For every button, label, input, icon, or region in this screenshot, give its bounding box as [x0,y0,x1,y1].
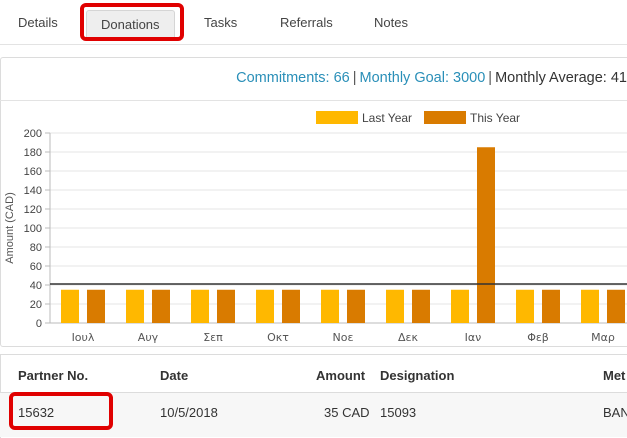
y-tick-label: 80 [30,242,42,254]
bar-this-year[interactable] [607,289,625,323]
tab-bar: Details Donations Tasks Referrals Notes [0,0,627,45]
bar-this-year[interactable] [347,289,365,323]
bar-this-year[interactable] [282,289,300,323]
x-tick-label: Φεβ [527,331,549,344]
tab-donations[interactable]: Donations [86,10,175,39]
summary-separator: | [488,70,493,86]
x-tick-label: Οκτ [267,331,289,344]
x-tick-label: Ιαν [465,331,482,344]
bar-last-year[interactable] [581,289,599,323]
bar-last-year[interactable] [61,289,79,323]
header-partner-no[interactable]: Partner No. [18,368,89,383]
y-tick-label: 20 [30,299,42,311]
cell-designation: 15093 [380,405,417,420]
bar-this-year[interactable] [217,289,235,323]
cell-method: BAN [603,405,627,420]
bar-this-year[interactable] [542,289,560,323]
y-tick-label: 180 [24,147,42,159]
header-amount[interactable]: Amount [316,368,366,383]
cell-amount: 35 CAD [324,405,370,420]
summary-separator: | [352,70,357,86]
y-tick-label: 140 [24,185,42,197]
commitments-text: Commitments: 66 [236,70,350,86]
x-tick-label: Αυγ [138,331,159,344]
y-tick-label: 160 [24,166,42,178]
bar-last-year[interactable] [126,289,144,323]
monthly-goal-text: Monthly Goal: 3000 [359,70,486,86]
y-tick-label: 0 [36,318,42,330]
bar-last-year[interactable] [256,289,274,323]
x-tick-label: Σεπ [203,331,223,344]
y-tick-label: 60 [30,261,42,273]
legend-swatch-this-year[interactable] [424,111,466,124]
y-tick-label: 100 [24,223,42,235]
table-row[interactable] [0,393,627,437]
x-tick-label: Μαρ [591,331,615,344]
tab-referrals[interactable]: Referrals [280,15,333,30]
header-method[interactable]: Met [603,368,626,383]
tab-tasks[interactable]: Tasks [204,15,238,30]
cell-partner-no: 15632 [18,405,55,420]
bar-this-year[interactable] [477,147,495,323]
bar-this-year[interactable] [412,289,430,323]
bar-last-year[interactable] [451,289,469,323]
donations-panel [0,57,627,347]
tab-details[interactable]: Details [18,15,58,30]
x-tick-label: Νοε [333,331,354,344]
y-tick-label: 40 [30,280,42,292]
bar-this-year[interactable] [152,289,170,323]
bar-last-year[interactable] [516,289,534,323]
y-tick-label: 120 [24,204,42,216]
tab-notes[interactable]: Notes [374,15,408,30]
header-date[interactable]: Date [160,368,189,383]
legend-label-last-year[interactable]: Last Year [362,111,412,125]
bar-last-year[interactable] [321,289,339,323]
cell-date: 10/5/2018 [160,405,218,420]
y-axis-label: Amount (CAD) [4,192,16,264]
legend-label-this-year[interactable]: This Year [470,111,520,125]
bar-last-year[interactable] [191,289,209,323]
monthly-average-text: Monthly Average: 41 [495,70,627,86]
donations-chart: 0 20 40 60 80 100 120 140 160 180 200 Amount (CAD) Ι… [4,111,627,344]
x-tick-label: Δεκ [398,331,418,344]
bar-this-year[interactable] [87,289,105,323]
y-tick-label: 200 [24,128,42,140]
bar-last-year[interactable] [386,289,404,323]
header-designation[interactable]: Designation [380,368,455,383]
legend-swatch-last-year[interactable] [316,111,358,124]
x-tick-label: Ιουλ [72,331,95,344]
table-divider [0,392,627,393]
donation-summary: Commitments: 66 | Monthly Goal: 3000 | Month… [0,57,627,101]
